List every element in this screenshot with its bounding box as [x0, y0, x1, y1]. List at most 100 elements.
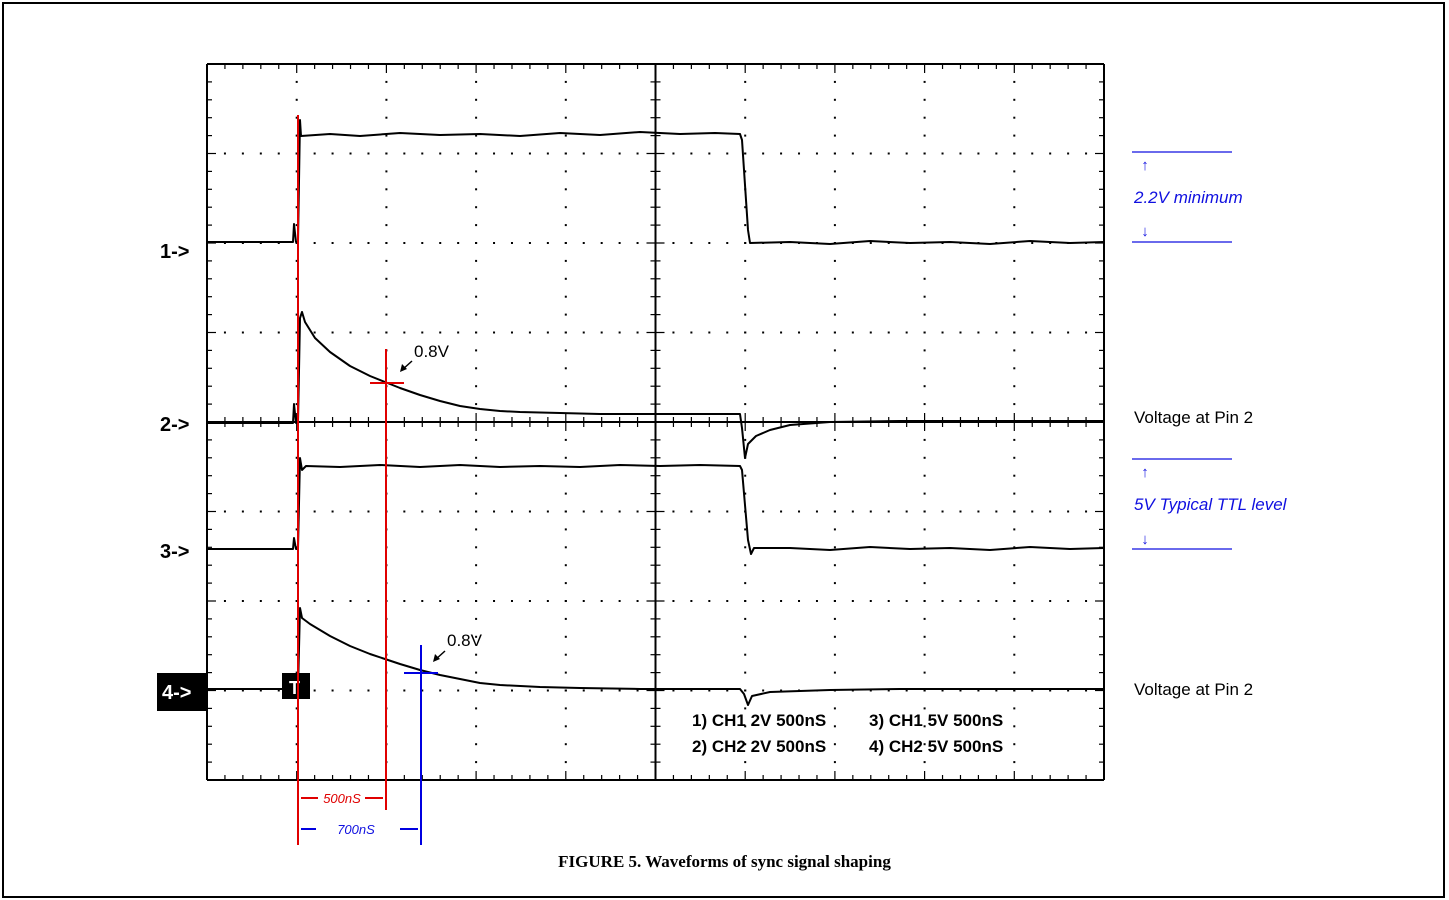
grid-dot [295, 635, 298, 638]
grid-dot [1013, 707, 1016, 710]
grid-dot [654, 689, 657, 692]
grid-dot [600, 510, 603, 513]
grid-dot [1013, 403, 1016, 406]
threshold-upper-label: 0.8V [414, 342, 450, 361]
grid-dot [403, 600, 406, 602]
grid-dot [1085, 331, 1088, 334]
grid-dot [690, 331, 693, 334]
grid-dot [421, 242, 424, 244]
grid-dot [564, 761, 567, 764]
grid-dot [1013, 528, 1016, 531]
grid-dot [564, 349, 567, 352]
grid-dot [923, 331, 926, 334]
grid-dot [313, 689, 316, 692]
grid-dot [977, 152, 980, 155]
grid-dot [241, 331, 244, 334]
threshold-lower-label: 0.8V [447, 631, 483, 650]
grid-dot [833, 528, 836, 531]
grid-dot [295, 116, 298, 119]
grid-dot [295, 170, 298, 173]
grid-dot [672, 689, 675, 692]
grid-dot [941, 689, 944, 692]
grid-dot [241, 510, 244, 513]
grid-dot [923, 689, 926, 692]
grid-dot [564, 331, 567, 334]
grid-dot [457, 242, 460, 244]
grid-dot [528, 152, 531, 155]
grid-dot [833, 438, 836, 441]
grid-dot [349, 510, 352, 513]
grid-dot [833, 564, 836, 567]
grid-dot [977, 600, 980, 602]
grid-dot [385, 80, 388, 83]
grid-dot [600, 689, 603, 692]
grid-dot [1013, 152, 1016, 155]
grid-dot [941, 152, 944, 155]
grid-dot [1067, 689, 1070, 692]
grid-dot [923, 152, 926, 155]
grid-dot [923, 438, 926, 441]
grid-dot [672, 242, 675, 244]
grid-dot [1067, 152, 1070, 155]
grid-dot [744, 331, 747, 334]
grid-dot [385, 224, 388, 227]
grid-dot [618, 331, 621, 334]
grid-dot [923, 170, 926, 173]
grid-dot [1013, 134, 1016, 137]
grid-dot [941, 600, 944, 602]
grid-dot [385, 152, 388, 155]
grid-dot [564, 80, 567, 83]
setting-2: 2) CH2 2V 500nS [692, 737, 826, 756]
grid-dot [1031, 242, 1034, 244]
grid-dot [1013, 224, 1016, 227]
grid-dot [385, 295, 388, 298]
grid-dot [564, 116, 567, 119]
grid-dot [385, 331, 388, 334]
trigger-marker: T [289, 678, 300, 698]
grid-dot [959, 510, 962, 513]
grid-dot [869, 242, 872, 244]
grid-dot [905, 152, 908, 155]
grid-dot [833, 134, 836, 137]
grid-dot [1013, 635, 1016, 638]
grid-dot [475, 152, 478, 155]
grid-dot [223, 510, 226, 513]
grid-dot [510, 152, 513, 155]
grid-dot [295, 134, 298, 137]
grid-dot [851, 600, 854, 602]
grid-dot [833, 313, 836, 316]
grid-dot [475, 438, 478, 441]
grid-dot [241, 689, 244, 692]
grid-dot [1013, 725, 1016, 728]
grid-dot [564, 546, 567, 549]
grid-dot [762, 331, 765, 334]
grid-dot [295, 438, 298, 441]
grid-dot [1013, 98, 1016, 101]
grid-dot [618, 689, 621, 692]
grid-dot [439, 242, 442, 244]
grid-dot [564, 582, 567, 585]
grid-dot [744, 385, 747, 388]
grid-dot [277, 331, 280, 334]
grid-dot [259, 510, 262, 513]
grid-dot [833, 635, 836, 638]
grid-dot [331, 331, 334, 334]
grid-dot [295, 259, 298, 262]
grid-dot [564, 617, 567, 620]
grid-dot [923, 761, 926, 764]
grid-dot [439, 510, 442, 513]
grid-dot [887, 152, 890, 155]
grid-dot [564, 743, 567, 746]
grid-dot [295, 510, 298, 513]
grid-dot [780, 510, 783, 513]
grid-dot [744, 277, 747, 280]
grid-dot [475, 259, 478, 262]
grid-dot [421, 152, 424, 155]
grid-dot [528, 242, 531, 244]
grid-dot [295, 761, 298, 764]
pin2-upper-label: Voltage at Pin 2 [1134, 408, 1253, 427]
grid-dot [475, 600, 478, 602]
min-label: 2.2V minimum [1133, 188, 1243, 207]
grid-dot [475, 528, 478, 531]
grid-dot [923, 510, 926, 513]
